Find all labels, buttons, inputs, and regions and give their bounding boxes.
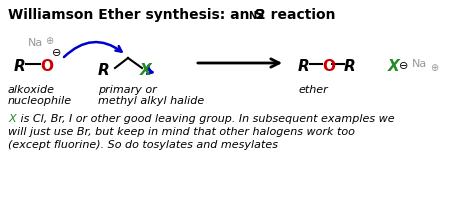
Text: Na: Na <box>412 59 427 69</box>
Text: R: R <box>298 59 310 74</box>
Text: X: X <box>388 59 400 74</box>
Text: R: R <box>14 59 26 74</box>
Text: ⊖: ⊖ <box>399 61 409 71</box>
Text: will just use Br, but keep in mind that other halogens work too: will just use Br, but keep in mind that … <box>8 127 355 137</box>
Text: X: X <box>8 114 16 124</box>
Text: N: N <box>248 11 256 21</box>
Text: Na: Na <box>28 38 43 48</box>
Text: 2 reaction: 2 reaction <box>256 8 336 22</box>
Text: primary or: primary or <box>98 85 157 95</box>
Text: O: O <box>40 59 53 74</box>
Text: X: X <box>140 63 152 78</box>
Text: nucleophile: nucleophile <box>8 96 72 106</box>
Text: ⊕: ⊕ <box>45 36 53 46</box>
Text: ether: ether <box>298 85 328 95</box>
Text: R: R <box>98 63 110 78</box>
Text: ⊕: ⊕ <box>430 63 438 73</box>
FancyArrowPatch shape <box>147 66 153 74</box>
Text: R: R <box>344 59 356 74</box>
Text: Williamson Ether synthesis: an S: Williamson Ether synthesis: an S <box>8 8 264 22</box>
Text: methyl alkyl halide: methyl alkyl halide <box>98 96 204 106</box>
Text: (except fluorine). So do tosylates and mesylates: (except fluorine). So do tosylates and m… <box>8 140 278 150</box>
Text: is Cl, Br, I or other good leaving group. In subsequent examples we: is Cl, Br, I or other good leaving group… <box>17 114 395 124</box>
Text: O: O <box>322 59 335 74</box>
Text: alkoxide: alkoxide <box>8 85 55 95</box>
FancyArrowPatch shape <box>64 42 121 57</box>
Text: ⊖: ⊖ <box>52 48 61 58</box>
